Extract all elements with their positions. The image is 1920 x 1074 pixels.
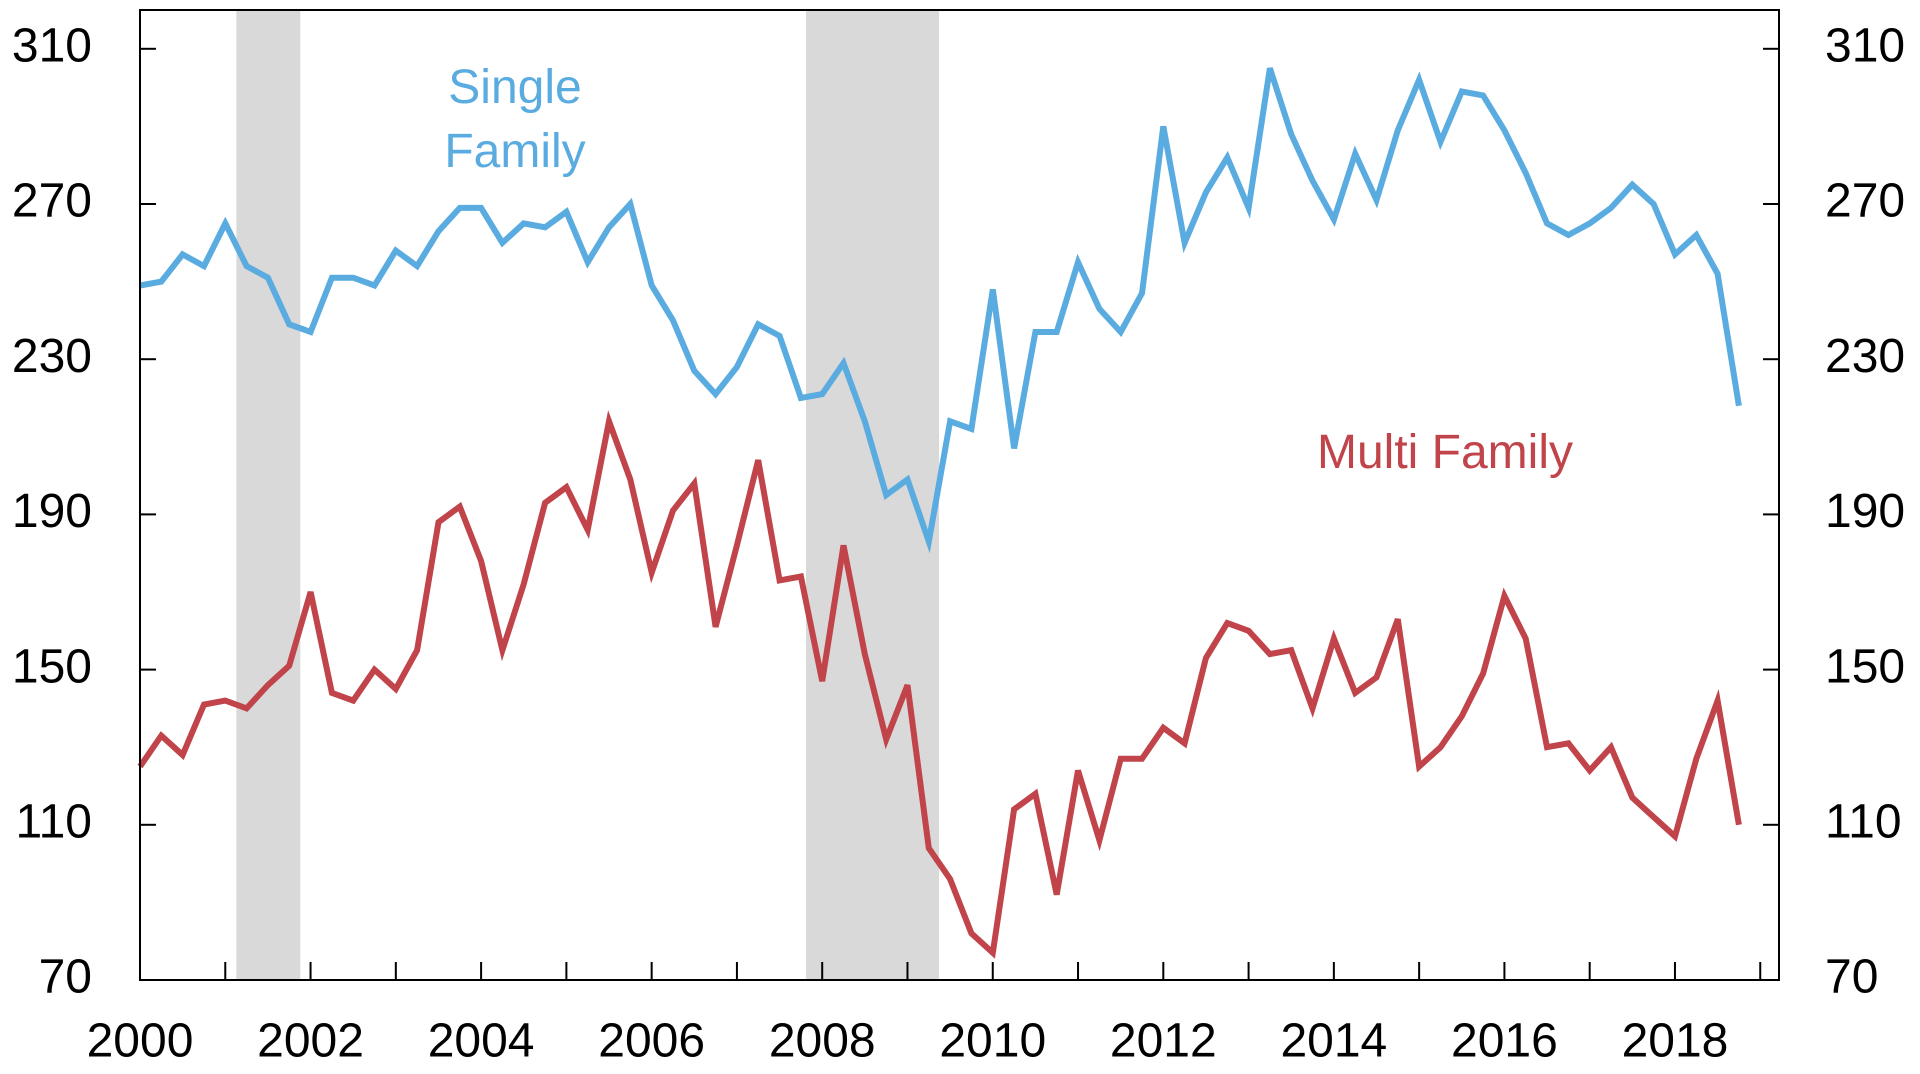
plot-frame	[139, 9, 1780, 981]
y-tick-label: 310	[12, 19, 92, 72]
y2-tick-label: 150	[1825, 640, 1905, 693]
y2-tick-label: 70	[1825, 951, 1878, 1004]
x-tick-label: 2008	[769, 1015, 876, 1068]
y2-tick-label: 190	[1825, 485, 1905, 538]
y-tick-label: 270	[12, 175, 92, 228]
y2-tick-label: 230	[1825, 330, 1905, 383]
y2-tick-label: 270	[1825, 175, 1905, 228]
recession-band	[236, 10, 301, 980]
y-tick-label: 110	[15, 795, 92, 848]
y-tick-label: 70	[39, 951, 92, 1004]
x-tick-label: 2010	[939, 1015, 1046, 1068]
x-tick-label: 2012	[1110, 1015, 1217, 1068]
x-tick-label: 2004	[428, 1015, 535, 1068]
series-annotation: Single Family	[444, 61, 586, 178]
y-tick-label: 150	[12, 640, 92, 693]
series-annotation: Multi Family	[1316, 426, 1573, 479]
y-tick-label: 190	[12, 485, 92, 538]
y2-tick-label: 110	[1825, 795, 1902, 848]
x-tick-label: 2014	[1280, 1015, 1387, 1068]
series-line	[139, 67, 1742, 554]
x-tick-label: 2018	[1622, 1015, 1729, 1068]
x-tick-label: 2002	[257, 1015, 364, 1068]
x-tick-label: 2006	[598, 1015, 705, 1068]
series-line	[137, 410, 1742, 959]
x-tick-label: 2000	[87, 1015, 194, 1068]
y-tick-label: 230	[12, 330, 92, 383]
recession-band	[806, 10, 940, 980]
y2-tick-label: 310	[1825, 19, 1905, 72]
x-tick-label: 2016	[1451, 1015, 1558, 1068]
